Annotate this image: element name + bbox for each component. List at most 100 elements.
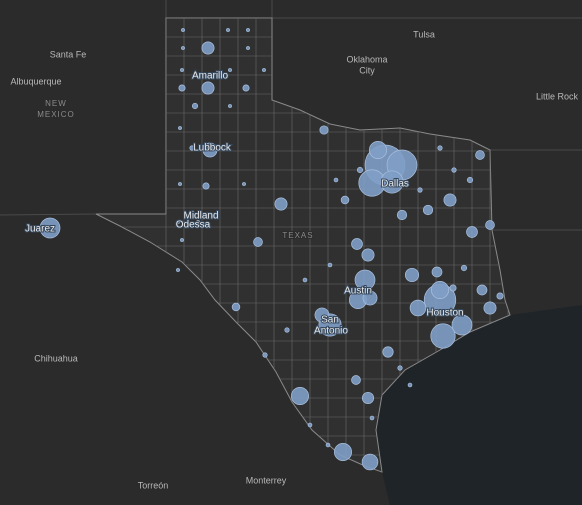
symbol — [202, 142, 218, 158]
symbol — [178, 126, 182, 130]
symbol — [483, 301, 497, 315]
symbol — [422, 204, 434, 216]
symbol — [443, 193, 457, 207]
symbol — [231, 302, 241, 312]
symbol — [496, 292, 504, 300]
place-label: Houston — [426, 308, 463, 319]
symbol — [319, 125, 329, 135]
symbol — [284, 327, 290, 333]
symbols — [39, 28, 504, 471]
symbol — [382, 346, 394, 358]
symbol — [475, 150, 485, 160]
symbol — [361, 453, 379, 471]
state-borders — [0, 0, 582, 231]
symbol — [368, 140, 388, 160]
symbol — [449, 284, 457, 292]
symbol — [417, 187, 423, 193]
place-label: San — [321, 315, 339, 326]
symbol — [228, 68, 232, 72]
symbol — [380, 170, 404, 194]
place-label: Albuquerque — [10, 76, 61, 86]
symbol — [246, 46, 250, 50]
place-label: TEXAS — [282, 231, 313, 240]
symbol — [351, 238, 363, 250]
symbol — [430, 280, 450, 300]
place-label: Tulsa — [413, 29, 435, 39]
symbol — [196, 220, 200, 224]
symbol — [302, 277, 308, 283]
symbol — [262, 352, 268, 358]
symbol — [253, 237, 263, 247]
symbol — [407, 382, 413, 388]
place-label: Dallas — [381, 179, 409, 190]
symbol — [409, 299, 427, 317]
symbol — [39, 217, 61, 239]
symbol — [466, 226, 478, 238]
place-label: Oklahoma — [346, 54, 387, 64]
symbol — [314, 307, 330, 323]
symbol — [181, 46, 185, 50]
symbol — [397, 365, 403, 371]
symbol — [362, 290, 378, 306]
place-label: Little Rock — [536, 91, 579, 101]
symbol — [404, 267, 420, 283]
place-label: Lubbock — [193, 143, 232, 154]
symbol — [274, 197, 288, 211]
symbol — [466, 176, 474, 184]
symbol — [333, 442, 353, 462]
symbol — [202, 182, 210, 190]
symbol — [361, 248, 375, 262]
symbol — [290, 386, 310, 406]
place-label: Amarillo — [192, 71, 229, 82]
symbol — [430, 323, 456, 349]
symbol — [181, 28, 185, 32]
symbol — [327, 262, 333, 268]
symbol — [369, 415, 375, 421]
symbol — [189, 145, 195, 151]
symbol — [476, 284, 488, 296]
symbol — [178, 182, 182, 186]
place-label: Santa Fe — [50, 49, 87, 59]
symbol — [201, 41, 215, 55]
symbol — [340, 195, 350, 205]
symbol — [354, 269, 376, 291]
symbol — [242, 182, 246, 186]
place-label: Odessa — [176, 220, 211, 231]
symbol — [176, 268, 180, 272]
symbol — [356, 166, 364, 174]
symbol — [451, 167, 457, 173]
symbol — [333, 177, 339, 183]
symbol — [485, 220, 495, 230]
place-label: Austin — [344, 286, 372, 297]
symbol — [176, 220, 180, 224]
place-label: Monterrey — [246, 475, 287, 485]
symbol — [180, 238, 184, 242]
gulf-water — [376, 305, 582, 505]
symbol — [228, 104, 232, 108]
place-label: Chihuahua — [34, 353, 78, 363]
symbol — [242, 84, 250, 92]
symbol — [351, 375, 361, 385]
symbol — [262, 68, 266, 72]
symbol — [451, 314, 473, 336]
place-label: Antonio — [314, 326, 348, 337]
symbol — [307, 422, 313, 428]
symbol — [460, 264, 468, 272]
symbol — [201, 81, 215, 95]
symbol — [191, 102, 199, 110]
place-label: Midland — [183, 211, 218, 222]
region-label: MEXICO — [37, 110, 75, 119]
place-label: City — [359, 65, 375, 75]
place-label: Juarez — [25, 224, 55, 235]
symbol — [361, 391, 375, 405]
symbol — [325, 442, 331, 448]
symbol — [178, 84, 186, 92]
symbol — [246, 28, 250, 32]
symbol — [396, 209, 408, 221]
symbol — [437, 145, 443, 151]
symbol — [180, 68, 184, 72]
symbol — [226, 28, 230, 32]
symbol — [431, 266, 443, 278]
